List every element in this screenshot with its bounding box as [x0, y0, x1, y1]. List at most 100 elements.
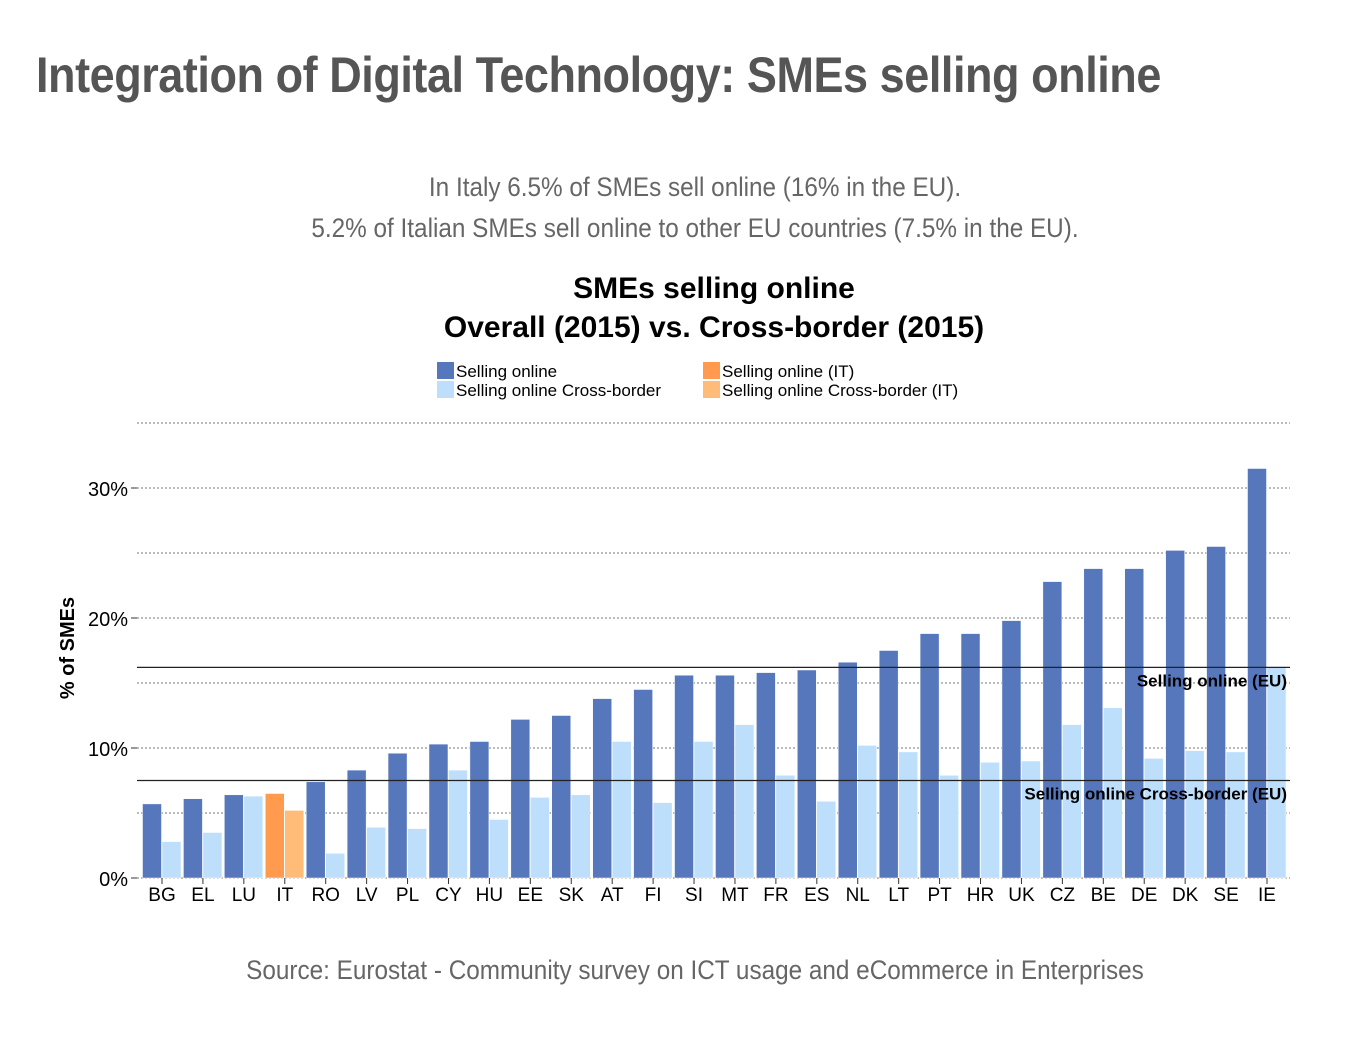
bar-selling-online-mt	[715, 674, 735, 879]
bar-selling-online-fi	[633, 689, 653, 879]
bar-cross-border-at	[611, 741, 632, 879]
bar-cross-border-bg	[161, 841, 182, 879]
chart-title-line-1: SMEs selling online	[573, 272, 855, 305]
reference-lines: Selling online (EU) Selling online Cross-…	[137, 666, 1290, 804]
x-tick-label: PL	[396, 885, 419, 906]
y-tick-label: 10%	[88, 739, 128, 761]
bar-cross-border-ee	[530, 797, 550, 879]
bar-cross-border-de	[1143, 758, 1164, 879]
bar-cross-border-uk	[1021, 760, 1041, 879]
bar-cross-border-ie	[1266, 667, 1287, 879]
x-tick-label: SI	[685, 885, 703, 906]
subtitle-line-1: In Italy 6.5% of SMEs sell online (16% i…	[428, 172, 962, 202]
bar-selling-online-es	[797, 669, 817, 879]
legend-swatch	[703, 362, 720, 379]
x-tick-label: DK	[1172, 885, 1199, 906]
bar-cross-border-hu	[489, 819, 509, 879]
bar-selling-online-se	[1206, 546, 1226, 879]
bar-selling-online-ro	[305, 781, 326, 879]
bar-cross-border-sk	[571, 794, 591, 879]
y-tick-label: 30%	[88, 479, 128, 501]
bar-cross-border-dk	[1184, 750, 1205, 879]
x-tick-label: RO	[311, 885, 340, 906]
bar-selling-online-pt	[919, 633, 940, 879]
bar-cross-border-lv	[366, 827, 386, 879]
bar-selling-online-cy	[428, 743, 449, 879]
bar-selling-online-hr	[960, 633, 981, 879]
x-tick-label: LT	[888, 885, 909, 906]
bar-selling-online-ie	[1247, 468, 1267, 879]
x-tick-label: FI	[645, 885, 662, 906]
bar-selling-online-de	[1124, 568, 1144, 879]
bar-selling-online-lv	[346, 769, 367, 879]
subtitle-line-2: 5.2% of Italian SMEs sell online to othe…	[311, 213, 1079, 243]
bar-selling-online-dk	[1165, 550, 1185, 879]
bar-cross-border-ro	[325, 853, 345, 879]
bar-cross-border-el	[202, 832, 223, 879]
legend-swatch	[437, 381, 454, 398]
bar-cross-border-fr	[775, 775, 796, 879]
bar-selling-online-sk	[551, 715, 572, 879]
bar-selling-online-it	[265, 793, 285, 879]
bar-selling-online-cz	[1042, 581, 1063, 879]
page-title: Integration of Digital Technology: SMEs …	[36, 47, 1161, 103]
bar-cross-border-nl	[857, 745, 877, 879]
bar-selling-online-pl	[387, 752, 408, 879]
x-tick-label: FR	[763, 885, 788, 906]
legend-label: Selling online Cross-border	[456, 381, 661, 400]
legend-swatch	[703, 381, 720, 398]
x-tick-label: SK	[559, 885, 585, 906]
bar-cross-border-es	[816, 801, 837, 879]
x-tick-label: EE	[518, 885, 543, 906]
bar-cross-border-cz	[1062, 724, 1082, 879]
x-tick-label: IT	[276, 885, 293, 906]
bars	[142, 468, 1287, 879]
y-axis-label: % of SMEs	[57, 597, 79, 699]
bar-cross-border-si	[693, 741, 714, 879]
legend-swatch	[437, 362, 454, 379]
bar-selling-online-el	[183, 798, 203, 879]
bar-cross-border-lt	[898, 751, 918, 879]
reference-line-label: Selling online (EU)	[1137, 671, 1287, 690]
x-tick-label: NL	[846, 885, 870, 906]
legend-label: Selling online Cross-border (IT)	[722, 381, 958, 400]
bar-selling-online-ee	[510, 719, 531, 879]
bar-cross-border-it	[284, 810, 305, 879]
x-tick-label: CZ	[1050, 885, 1076, 906]
x-tick-label: CY	[435, 885, 462, 906]
legend-label: Selling online	[456, 362, 557, 381]
y-tick-label: 20%	[88, 609, 128, 631]
bar-cross-border-be	[1103, 707, 1123, 879]
bar-selling-online-at	[592, 698, 612, 879]
reference-line-label: Selling online Cross-border (EU)	[1024, 785, 1287, 804]
x-tick-label: SE	[1213, 885, 1238, 906]
bar-cross-border-fi	[652, 802, 673, 879]
x-tick-label: HU	[476, 885, 503, 906]
x-tick-label: DE	[1131, 885, 1157, 906]
bar-cross-border-se	[1225, 751, 1246, 879]
bar-selling-online-be	[1083, 568, 1104, 879]
bar-cross-border-cy	[448, 769, 468, 879]
chart-title-line-2: Overall (2015) vs. Cross-border (2015)	[444, 311, 984, 344]
bar-selling-online-nl	[837, 661, 858, 879]
x-tick-label: EL	[191, 885, 214, 906]
x-tick-label: IE	[1258, 885, 1276, 906]
bar-selling-online-uk	[1001, 620, 1022, 879]
axes: 0% 10% 20% 30% BG EL LU IT RO LV PL CY HU EE SK AT FI SI M…	[88, 479, 1276, 906]
bar-selling-online-hu	[469, 741, 490, 879]
x-tick-label: BG	[148, 885, 175, 906]
x-tick-label: ES	[804, 885, 829, 906]
bar-selling-online-bg	[142, 803, 162, 879]
bar-cross-border-pl	[407, 828, 427, 879]
bar-selling-online-si	[674, 674, 694, 879]
source-note: Source: Eurostat - Community survey on I…	[246, 955, 1144, 985]
legend-label: Selling online (IT)	[722, 362, 854, 381]
x-tick-label: PT	[927, 885, 952, 906]
bar-cross-border-lu	[243, 795, 264, 879]
bar-cross-border-pt	[939, 775, 959, 879]
bar-selling-online-lu	[224, 794, 244, 879]
x-tick-label: BE	[1091, 885, 1116, 906]
